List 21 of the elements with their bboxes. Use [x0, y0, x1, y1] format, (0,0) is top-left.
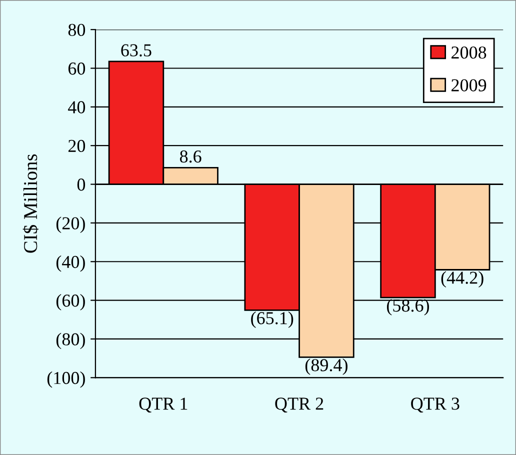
y-tick-label: 0	[77, 178, 86, 191]
y-tick-label: 80	[68, 24, 86, 36]
x-tick-label: QTR 2	[275, 398, 324, 413]
data-label: (44.2)	[441, 271, 484, 288]
x-tick-label: QTR 1	[139, 398, 188, 413]
y-tick-label: (100)	[47, 371, 85, 388]
y-tick-label: 40	[68, 101, 86, 114]
y-axis-title: CI$ Millions	[22, 154, 38, 253]
y-tick-label: 20	[68, 140, 86, 152]
y-tick-label: 60	[68, 62, 86, 75]
legend-label: 2009	[452, 79, 486, 92]
x-tick-label: QTR 3	[411, 398, 460, 413]
legend-label: 2008	[452, 46, 486, 59]
data-label: 63.5	[121, 44, 152, 57]
y-tick-label: (60)	[56, 294, 85, 310]
y-tick-label: (40)	[56, 255, 85, 272]
y-tick-label: (80)	[56, 332, 85, 350]
data-label: 8.6	[180, 150, 202, 163]
y-tick-label: (20)	[56, 216, 85, 234]
data-label: (65.1)	[251, 312, 294, 328]
data-label: (89.4)	[305, 358, 348, 375]
